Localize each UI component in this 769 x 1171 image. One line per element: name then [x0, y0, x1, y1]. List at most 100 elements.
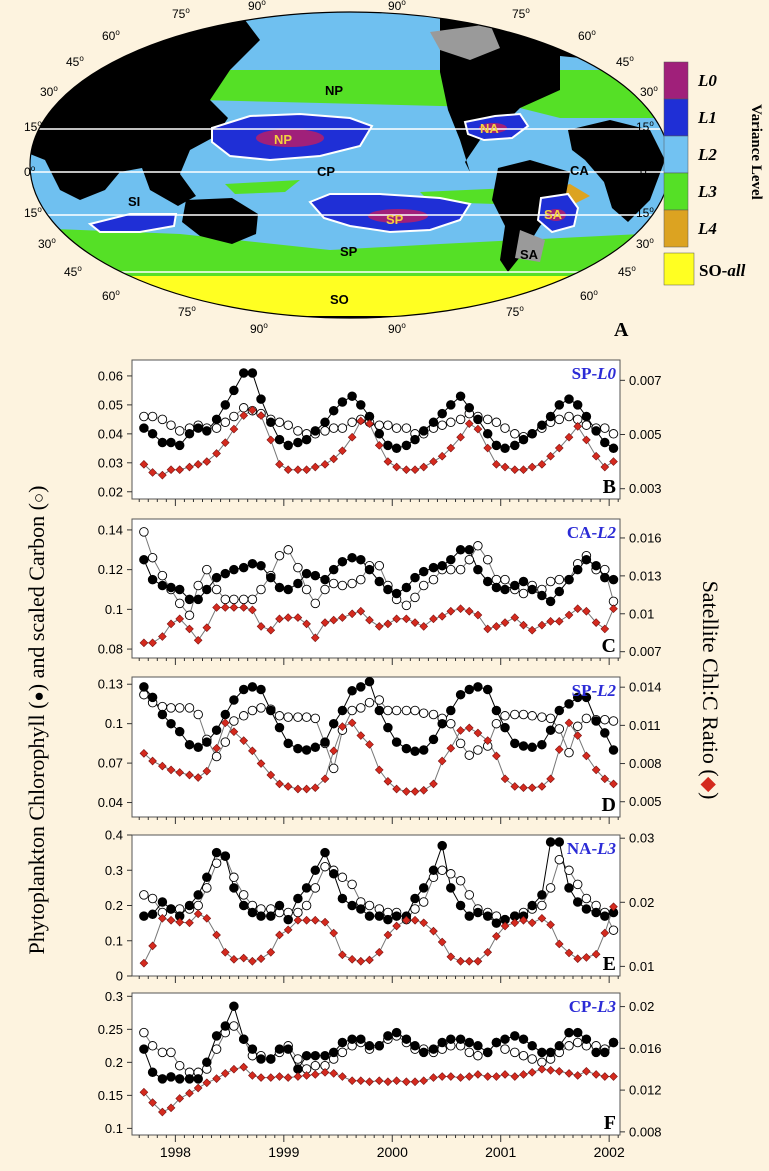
- point-chl-c-ratio: [239, 603, 249, 612]
- point-chl-c-ratio: [600, 774, 610, 784]
- point-carbon: [600, 564, 610, 575]
- point-chl-c-ratio: [320, 459, 330, 469]
- point-chlorophyll: [464, 545, 475, 555]
- right-axis-title: Satellite Chl:C Ratio (◆): [698, 581, 723, 800]
- point-chl-c-ratio: [383, 619, 393, 629]
- point-carbon: [564, 411, 574, 422]
- y-tick-label: 0.1: [105, 933, 123, 948]
- point-chlorophyll: [157, 1074, 168, 1084]
- y-tick-label: 0.3: [105, 863, 123, 878]
- point-chl-c-ratio: [148, 638, 157, 648]
- point-chlorophyll: [581, 692, 592, 703]
- point-chlorophyll: [572, 1027, 583, 1038]
- point-chl-c-ratio: [266, 947, 276, 957]
- point-chlorophyll: [202, 426, 212, 436]
- point-chl-c-ratio: [402, 1077, 411, 1087]
- point-chlorophyll: [184, 429, 195, 439]
- point-chlorophyll: [383, 584, 393, 595]
- point-carbon: [157, 414, 168, 425]
- point-chl-c-ratio: [564, 1069, 574, 1078]
- point-chl-c-ratio: [293, 1072, 303, 1081]
- point-chlorophyll: [174, 1074, 185, 1084]
- point-carbon: [238, 711, 249, 721]
- legend-title: Variance Level: [748, 104, 764, 200]
- point-carbon: [391, 705, 402, 716]
- point-chl-c-ratio: [320, 774, 330, 784]
- point-chlorophyll: [383, 440, 393, 451]
- point-chlorophyll: [374, 429, 385, 439]
- point-chlorophyll: [491, 582, 502, 593]
- point-chl-c-ratio: [429, 614, 438, 624]
- point-carbon: [545, 883, 556, 893]
- panel-letter: E: [603, 953, 616, 975]
- point-chlorophyll: [174, 584, 185, 595]
- point-chl-c-ratio: [500, 774, 510, 784]
- panel-letter: D: [602, 794, 616, 816]
- point-chlorophyll: [157, 897, 168, 907]
- point-chl-c-ratio: [446, 1072, 456, 1081]
- point-chlorophyll: [274, 722, 285, 733]
- l4-north-atlantic-east: [600, 28, 660, 70]
- point-carbon: [229, 872, 239, 883]
- point-carbon: [274, 417, 285, 428]
- top-label-3: 90o: [388, 0, 406, 13]
- point-chl-c-ratio: [464, 1072, 474, 1081]
- point-chl-c-ratio: [573, 954, 583, 964]
- point-chl-c-ratio: [347, 609, 357, 619]
- y-tick-label: 0.2: [105, 1055, 123, 1070]
- point-chl-c-ratio: [175, 465, 185, 475]
- point-carbon: [537, 712, 547, 722]
- point-chlorophyll: [401, 743, 412, 754]
- point-carbon: [256, 584, 266, 595]
- point-chlorophyll: [491, 918, 502, 928]
- point-carbon: [446, 869, 456, 879]
- point-chl-c-ratio: [158, 1107, 167, 1117]
- point-carbon: [500, 423, 510, 433]
- region-sa-inner: SA: [544, 207, 563, 222]
- point-chl-c-ratio: [248, 405, 257, 415]
- point-chl-c-ratio: [519, 1070, 528, 1079]
- right-lat-60n: 60o: [578, 28, 596, 43]
- point-carbon: [391, 423, 402, 433]
- si-gyre: [87, 213, 178, 233]
- point-carbon: [328, 763, 339, 774]
- point-carbon: [600, 423, 610, 433]
- point-chl-c-ratio: [347, 1076, 357, 1086]
- region-np-inner: NP: [274, 132, 292, 147]
- point-chl-c-ratio: [283, 925, 293, 935]
- point-chl-c-ratio: [591, 618, 601, 627]
- point-chlorophyll: [193, 1074, 203, 1084]
- point-carbon: [193, 900, 203, 911]
- point-chlorophyll: [581, 554, 592, 565]
- y-tick-label: 0.04: [98, 795, 123, 810]
- point-chlorophyll: [383, 1031, 393, 1041]
- panel-f: 0.1 0.15 0.2 0.25 0.3 0.008 0.012 0.016 0.02 CP-L…: [98, 989, 662, 1142]
- region-np-outer: NP: [325, 83, 343, 98]
- point-chl-c-ratio: [564, 948, 574, 958]
- point-chl-c-ratio: [185, 1088, 194, 1098]
- point-carbon: [455, 876, 466, 886]
- point-chlorophyll: [491, 1037, 502, 1048]
- point-chlorophyll: [147, 909, 158, 920]
- point-chlorophyll: [337, 705, 348, 716]
- point-chl-c-ratio: [374, 947, 384, 957]
- point-chlorophyll: [174, 440, 185, 451]
- point-chl-c-ratio: [582, 1066, 591, 1076]
- point-chlorophyll: [446, 400, 456, 410]
- point-chl-c-ratio: [437, 756, 447, 766]
- point-chl-c-ratio: [374, 622, 384, 631]
- point-chlorophyll: [510, 580, 520, 591]
- point-chlorophyll: [482, 429, 493, 439]
- point-chl-c-ratio: [546, 1065, 555, 1075]
- point-chl-c-ratio: [392, 614, 401, 624]
- point-chlorophyll: [184, 1074, 195, 1084]
- right-lat-0: 0o: [640, 164, 652, 179]
- point-carbon: [229, 411, 239, 422]
- point-carbon: [600, 714, 610, 725]
- point-carbon: [572, 721, 583, 732]
- point-chlorophyll: [410, 893, 420, 904]
- point-chl-c-ratio: [310, 633, 320, 643]
- point-chlorophyll: [301, 883, 312, 893]
- point-chl-c-ratio: [410, 618, 420, 627]
